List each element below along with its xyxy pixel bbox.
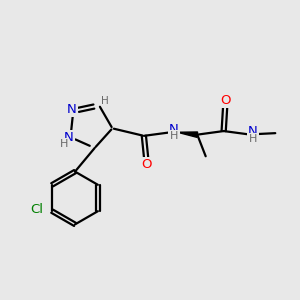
Text: N: N — [248, 125, 258, 138]
Text: Cl: Cl — [30, 203, 43, 216]
Text: H: H — [249, 134, 257, 144]
Polygon shape — [178, 132, 198, 137]
Text: N: N — [64, 131, 74, 144]
Text: O: O — [141, 158, 152, 171]
Text: N: N — [169, 123, 179, 136]
Text: N: N — [67, 103, 77, 116]
Text: H: H — [170, 131, 179, 141]
Text: H: H — [101, 96, 108, 106]
Text: H: H — [60, 139, 68, 149]
Text: O: O — [220, 94, 230, 107]
